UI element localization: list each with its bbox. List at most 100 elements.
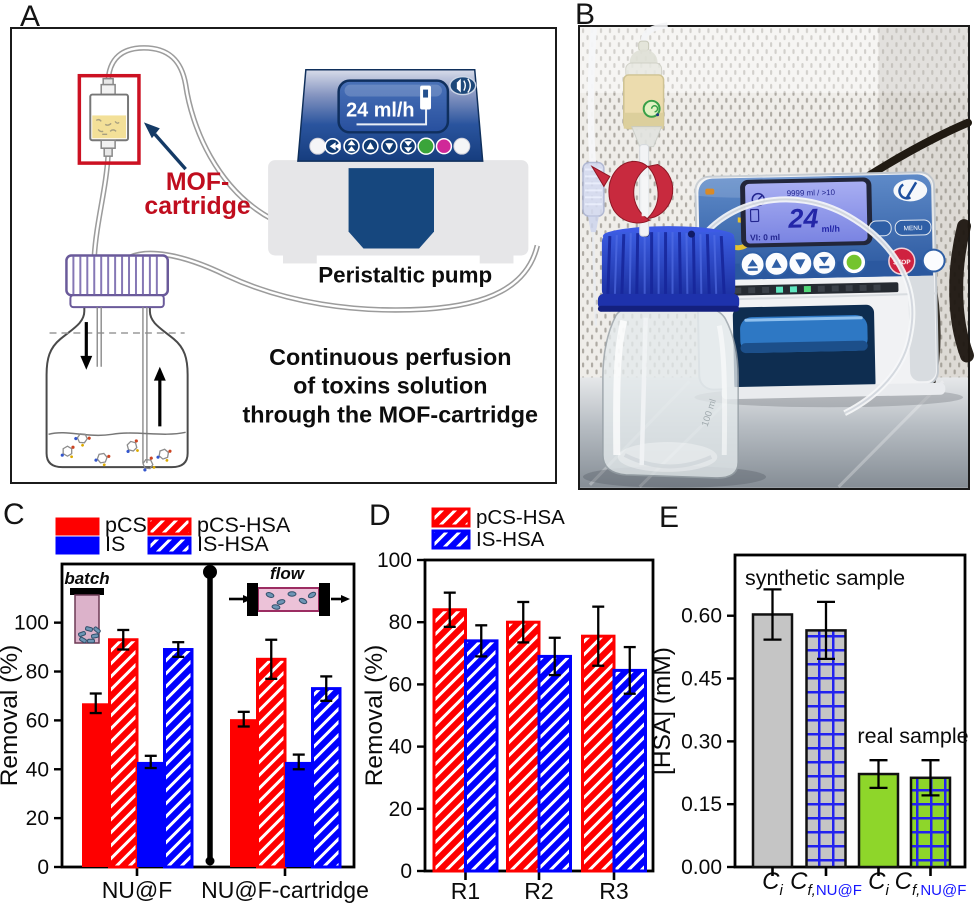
bottle-cap-photo	[597, 226, 740, 312]
y-axis-label: Removal (%)	[361, 645, 388, 787]
y-tick-label: 0.60	[681, 605, 722, 628]
pump-stop-button	[435, 138, 453, 155]
filter-assembly-photo	[582, 22, 674, 326]
menu-button-label: MENU	[904, 225, 923, 232]
speaker-icon	[449, 75, 477, 96]
bar	[137, 761, 165, 867]
peristaltic-pump-drawing: 24 ml/h Peristaltic pump	[268, 68, 529, 287]
flow-cartridge-schematic: flow	[229, 564, 350, 616]
pump-fast-up-button	[343, 137, 360, 155]
x-category-label: R3	[599, 878, 628, 904]
plot-frame	[733, 553, 967, 869]
dip-tubes	[96, 307, 148, 464]
legend-item: IS	[55, 532, 125, 556]
legend-item: IS-HSA	[431, 528, 545, 551]
bar	[612, 668, 647, 873]
legend-label: IS	[105, 532, 125, 556]
bar	[432, 608, 467, 873]
legend-swatch	[147, 517, 192, 536]
caption-line-3: through the MOF-cartridge	[243, 401, 539, 427]
mof-cartridge-label-line1: MOF-	[166, 169, 229, 196]
x-category-label: R1	[451, 878, 480, 904]
bar	[256, 657, 287, 869]
glass-bottle-photo: 100 ml	[597, 226, 740, 479]
annotation-synthetic-sample: synthetic sample	[745, 566, 905, 590]
error-bar	[475, 624, 488, 658]
pump-foot	[283, 254, 317, 264]
lcd-rate-unit: ml/h	[821, 224, 840, 234]
liquid-surface	[48, 431, 186, 437]
bar	[108, 638, 139, 869]
error-bar	[89, 692, 102, 715]
pump-door	[348, 168, 435, 249]
error-bar	[921, 759, 940, 797]
red-clamp	[590, 160, 674, 224]
y-tick-label: 20	[389, 798, 412, 821]
lcd-rate-value: 24	[787, 203, 819, 234]
menu-button	[894, 219, 932, 236]
bar	[163, 648, 194, 869]
led-segments	[734, 284, 881, 294]
legend-label: pCS-HSA	[197, 513, 291, 537]
panel-a-scheme: 24 ml/h Peristaltic pump	[10, 27, 557, 484]
error-bar	[763, 588, 782, 641]
bar	[506, 620, 541, 873]
bar	[464, 639, 499, 873]
legend-swatch	[55, 536, 100, 555]
mof-cartridge-drawing	[77, 73, 141, 165]
bar	[751, 613, 794, 869]
x-category-label: Cf,NU@F	[895, 868, 967, 899]
y-tick-label: 60	[389, 673, 412, 696]
y-tick-label: 0.00	[681, 856, 722, 879]
legend-swatch	[55, 517, 100, 536]
bar	[230, 719, 258, 867]
y-axis-label: Removal (%)	[0, 645, 23, 787]
chart-d-removal-replicates: 0 20 40 60 80 100 Removal (%) R1 R2 R3 pCS-HSAIS-H…	[361, 506, 655, 904]
mof-cartridge-pointer	[143, 122, 187, 171]
y-tick-label: 80	[26, 661, 49, 684]
x-category-label: NU@F	[102, 877, 173, 903]
y-tick-label: 80	[389, 611, 412, 634]
error-bar	[443, 591, 456, 629]
error-bar	[172, 641, 185, 659]
bar	[805, 629, 847, 869]
caption-line-1: Continuous perfusion	[269, 344, 511, 370]
annotation-real-sample: real sample	[857, 724, 968, 748]
y-tick-label: 0.30	[681, 730, 722, 753]
led-strip	[729, 282, 899, 296]
lcd-total-volume: 9999 ml / >10	[787, 188, 836, 198]
x-category-label: Ci	[868, 868, 889, 899]
y-tick-label: 20	[26, 807, 49, 830]
bottle-cap	[65, 254, 170, 309]
bar	[581, 634, 616, 873]
panel-label-b: B	[575, 0, 596, 31]
chart-e-hsa-concentration: 0.000.150.300.450.60[HSA] (mM)Ci Cf,NU@F C…	[649, 553, 969, 899]
x-category-label: NU@F-cartridge	[201, 877, 369, 903]
bar	[537, 654, 572, 873]
legend-item: pCS-HSA	[431, 506, 565, 529]
experimental-setup-photo: 9999 ml / >10 24 ml/h VI: 0 ml MENU STO	[580, 22, 974, 488]
error-bar	[817, 600, 835, 661]
legend-swatch	[147, 536, 192, 555]
mof-cartridge-label-line2: cartridge	[144, 193, 250, 220]
panel-label-e: E	[659, 501, 680, 534]
legend-label: pCS-HSA	[476, 506, 565, 529]
battery-icon	[749, 208, 760, 223]
legend-label: IS-HSA	[197, 532, 269, 556]
batch-label: batch	[64, 569, 109, 588]
error-bar	[144, 754, 157, 770]
stop-button-label: STOP	[893, 259, 911, 266]
y-tick-label: 60	[26, 709, 49, 732]
x-category-label: R2	[524, 878, 553, 904]
error-bar	[548, 636, 561, 677]
panel-label-d: D	[369, 499, 391, 532]
chart-c-removal-batch-vs-cartridge: 0 20 40 60 80 100 Removal (%) NU@F NU@F-cartridg…	[0, 513, 369, 903]
reservoir-bottle-drawing	[45, 254, 189, 474]
pump-foot	[479, 254, 514, 264]
legend-label: pCS	[105, 513, 147, 537]
panel-label-c: C	[3, 498, 25, 531]
legend-swatch	[431, 507, 471, 528]
up-arrow-icon	[153, 366, 166, 381]
pump-buttons	[309, 137, 471, 155]
y-tick-label: 40	[26, 758, 49, 781]
